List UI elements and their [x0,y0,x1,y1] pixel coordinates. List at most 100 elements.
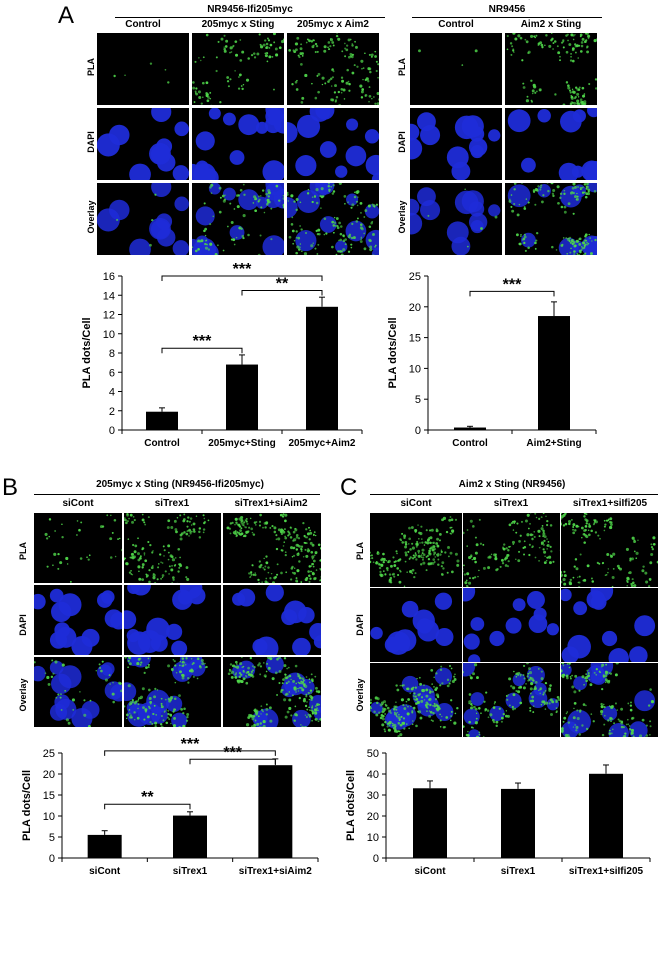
bar [173,815,207,858]
y-tick-label: 0 [109,425,115,437]
y-tick-label: 10 [409,363,421,375]
bar-chart-a-left: 0 2 4 6 8 10 12 14 16 PLA dots/Cell Control 205myc+… [81,262,363,449]
x-tick-label: siCont [89,866,121,877]
micrograph-tile [97,108,189,180]
micrograph-tile [124,513,221,583]
micrograph-tile [34,585,122,655]
significance-label: ** [276,275,289,292]
significance-bracket [161,347,243,354]
bar-chart-b: 0 5 10 15 20 25 PLA dots/Cell siCont siTrex1 siTr… [21,738,319,877]
y-tick-label: 20 [43,769,55,781]
column-label: siTrex1 [493,498,529,509]
x-tick-label: siTrex1 [173,866,208,877]
y-tick-label: 10 [43,811,55,823]
column-label: Control [438,19,474,30]
bar [258,765,293,858]
x-tick-label: 205myc+Sting [208,438,276,449]
significance-label: *** [223,744,242,761]
significance-label: *** [193,333,212,350]
bar [454,427,486,430]
y-tick-label: 25 [409,271,421,283]
x-tick-label: siCont [414,866,446,877]
bar [501,788,535,858]
y-axis-label: PLA dots/Cell [345,770,357,841]
micrograph-tile [287,183,379,255]
micrograph-tile [287,33,379,105]
group-underline [370,494,658,495]
bar [146,411,178,430]
x-tick-label: Control [144,438,180,449]
bar [538,316,570,430]
micrograph-tile [410,183,502,255]
micrograph-tile [97,183,189,255]
micrograph-tile [505,183,597,255]
micrograph-tile [505,33,597,105]
significance-bracket [241,289,323,296]
column-label: siTrex1+siAim2 [234,498,308,509]
group-title-a-left: NR9456-Ifi205myc [207,4,293,15]
micrograph-tile [192,108,284,180]
y-tick-label: 25 [43,748,55,760]
significance-bracket [104,803,191,810]
column-label: siCont [400,498,432,509]
y-tick-label: 20 [409,302,421,314]
micrograph-tile [410,33,502,105]
micrograph-tile [370,513,462,587]
micrograph-tile [505,108,597,180]
micrograph-tile [370,663,462,737]
y-tick-label: 14 [103,290,115,302]
group-underline [34,494,320,495]
y-tick-label: 30 [367,790,379,802]
column-label: Aim2 x Sting [520,19,582,30]
micrograph-tile [223,513,321,583]
significance-label: *** [503,276,522,293]
x-tick-label: Control [452,438,488,449]
micrograph-tile [34,513,122,583]
micrograph-tile [287,108,379,180]
micrograph-tile [561,663,658,737]
micrograph-tile [561,513,658,587]
column-label: siCont [62,498,94,509]
y-tick-label: 5 [49,832,55,844]
micrograph-tile [370,588,462,662]
y-tick-label: 12 [103,310,115,322]
micrograph-tile [463,663,560,737]
micrograph-tile [410,108,502,180]
y-tick-label: 8 [109,348,115,360]
micrograph-tile [124,585,221,655]
x-tick-label: Aim2+Sting [526,438,581,449]
y-tick-label: 0 [373,853,379,865]
x-tick-label: siTrex1+siAim2 [239,866,313,877]
significance-bracket [469,290,555,297]
panel-c-letter: C [340,474,358,501]
y-tick-label: 15 [43,790,55,802]
y-tick-label: 20 [367,811,379,823]
bar [413,788,447,858]
x-tick-label: siTrex1 [501,866,536,877]
y-tick-label: 4 [109,387,115,399]
significance-label: *** [233,262,252,278]
significance-label: ** [141,789,154,806]
column-label: siTrex1 [154,498,190,509]
significance-label: *** [181,738,200,753]
y-tick-label: 10 [103,329,115,341]
bar [226,364,258,430]
significance-bracket [189,758,276,765]
x-tick-label: 205myc+Aim2 [289,438,356,449]
y-axis-label: PLA dots/Cell [21,770,33,841]
y-tick-label: 15 [409,333,421,345]
y-axis-label: PLA dots/Cell [81,317,93,388]
y-axis-label: PLA dots/Cell [387,317,399,388]
y-tick-label: 6 [109,367,115,379]
column-label: 205myc x Aim2 [297,19,369,30]
bar [306,306,338,430]
micrograph-tile [561,588,658,662]
significance-bracket [104,750,276,756]
y-tick-label: 0 [49,853,55,865]
micrograph-tile [223,657,321,727]
micrograph-tile [463,513,560,587]
significance-bracket [161,275,323,281]
y-tick-label: 16 [103,271,115,283]
y-tick-label: 5 [415,394,421,406]
